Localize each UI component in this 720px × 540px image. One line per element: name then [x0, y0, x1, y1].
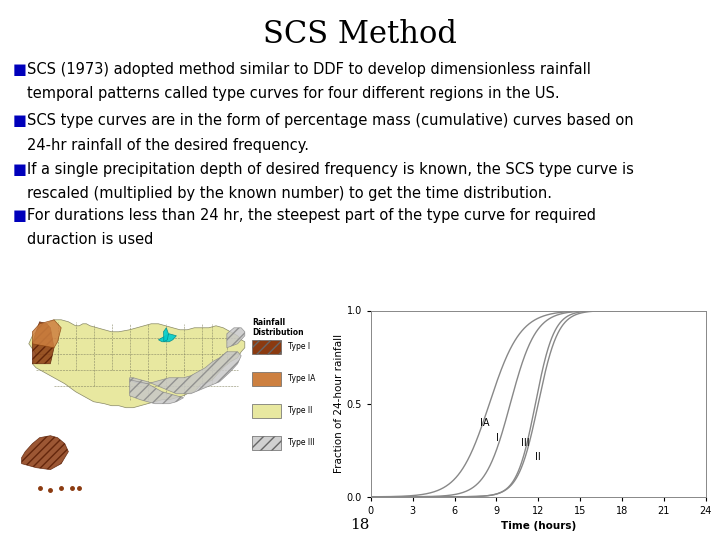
Bar: [252, 404, 281, 418]
Polygon shape: [32, 320, 61, 348]
Text: SCS Method: SCS Method: [263, 19, 457, 50]
Polygon shape: [32, 322, 54, 364]
Text: Type I: Type I: [288, 342, 310, 351]
Text: temporal patterns called type curves for four different regions in the US.: temporal patterns called type curves for…: [27, 86, 560, 102]
Text: SCS (1973) adopted method similar to DDF to develop dimensionless rainfall: SCS (1973) adopted method similar to DDF…: [27, 62, 591, 77]
Text: If a single precipitation depth of desired frequency is known, the SCS type curv: If a single precipitation depth of desir…: [27, 162, 634, 177]
Text: ■: ■: [13, 62, 27, 77]
Text: 24-hr rainfall of the desired frequency.: 24-hr rainfall of the desired frequency.: [27, 138, 310, 153]
Bar: [252, 372, 281, 386]
Text: Type III: Type III: [288, 438, 315, 447]
Polygon shape: [130, 352, 241, 394]
Text: III: III: [521, 438, 530, 449]
Text: II: II: [536, 451, 541, 462]
Polygon shape: [158, 334, 176, 342]
Text: duraction is used: duraction is used: [27, 232, 154, 247]
Text: Type IA: Type IA: [288, 374, 315, 383]
Polygon shape: [22, 436, 68, 470]
Text: SCS type curves are in the form of percentage mass (cumulative) curves based on: SCS type curves are in the form of perce…: [27, 113, 634, 129]
Text: ■: ■: [13, 162, 27, 177]
Y-axis label: Fraction of 24-hour rainfall: Fraction of 24-hour rainfall: [333, 334, 343, 473]
Text: I: I: [496, 433, 499, 443]
Bar: [252, 340, 281, 354]
Text: ■: ■: [13, 208, 27, 223]
Polygon shape: [29, 320, 245, 408]
Text: rescaled (multiplied by the known number) to get the time distribution.: rescaled (multiplied by the known number…: [27, 186, 552, 201]
Bar: [252, 436, 281, 450]
X-axis label: Time (hours): Time (hours): [500, 522, 576, 531]
Text: IA: IA: [480, 418, 489, 428]
Polygon shape: [163, 328, 168, 342]
Polygon shape: [227, 328, 245, 348]
Text: ■: ■: [13, 113, 27, 129]
Text: 18: 18: [351, 518, 369, 532]
Text: Rainfall
Distribution: Rainfall Distribution: [252, 318, 304, 337]
Text: Type II: Type II: [288, 406, 312, 415]
Polygon shape: [130, 380, 184, 404]
Text: For durations less than 24 hr, the steepest part of the type curve for required: For durations less than 24 hr, the steep…: [27, 208, 596, 223]
